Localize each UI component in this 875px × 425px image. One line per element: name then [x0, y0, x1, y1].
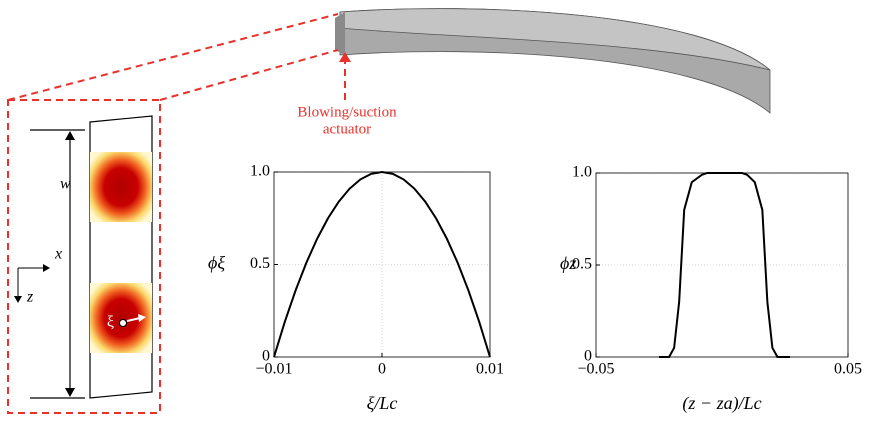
x-tick-label: 0.05 — [834, 361, 862, 378]
xi-label: ξ — [107, 314, 114, 331]
y-tick-label: 0 — [262, 348, 270, 365]
y-axis-label: ϕξ — [208, 253, 225, 273]
y-tick-label: 0.5 — [250, 255, 270, 272]
x-tick-label: 0 — [378, 361, 386, 378]
y-tick-label: 0.5 — [572, 256, 592, 273]
x-tick-label: −0.01 — [255, 361, 292, 378]
y-axis-label: ϕz — [560, 253, 576, 273]
y-tick-label: 1.0 — [572, 164, 592, 181]
actuator-label: Blowing/suction — [297, 104, 397, 120]
x-tick-label: −0.05 — [577, 361, 614, 378]
actuator-label: actuator — [323, 121, 371, 137]
zoom-guides — [7, 13, 346, 414]
x-axis-label: (z − za)/Lc — [682, 393, 761, 414]
line-series — [273, 170, 491, 358]
x-label: x — [54, 246, 62, 263]
x-tick-label: 0.01 — [476, 361, 504, 378]
airfoil — [335, 8, 771, 114]
line-series — [659, 172, 791, 358]
x-axis-label: ξ/Lc — [367, 393, 398, 413]
y-tick-label: 1.0 — [250, 163, 270, 180]
z-label: z — [26, 289, 34, 306]
actuator-detail — [14, 115, 153, 399]
y-tick-label: 0 — [584, 348, 592, 365]
actuator-arrow — [339, 52, 351, 62]
width-label: w — [60, 176, 71, 193]
